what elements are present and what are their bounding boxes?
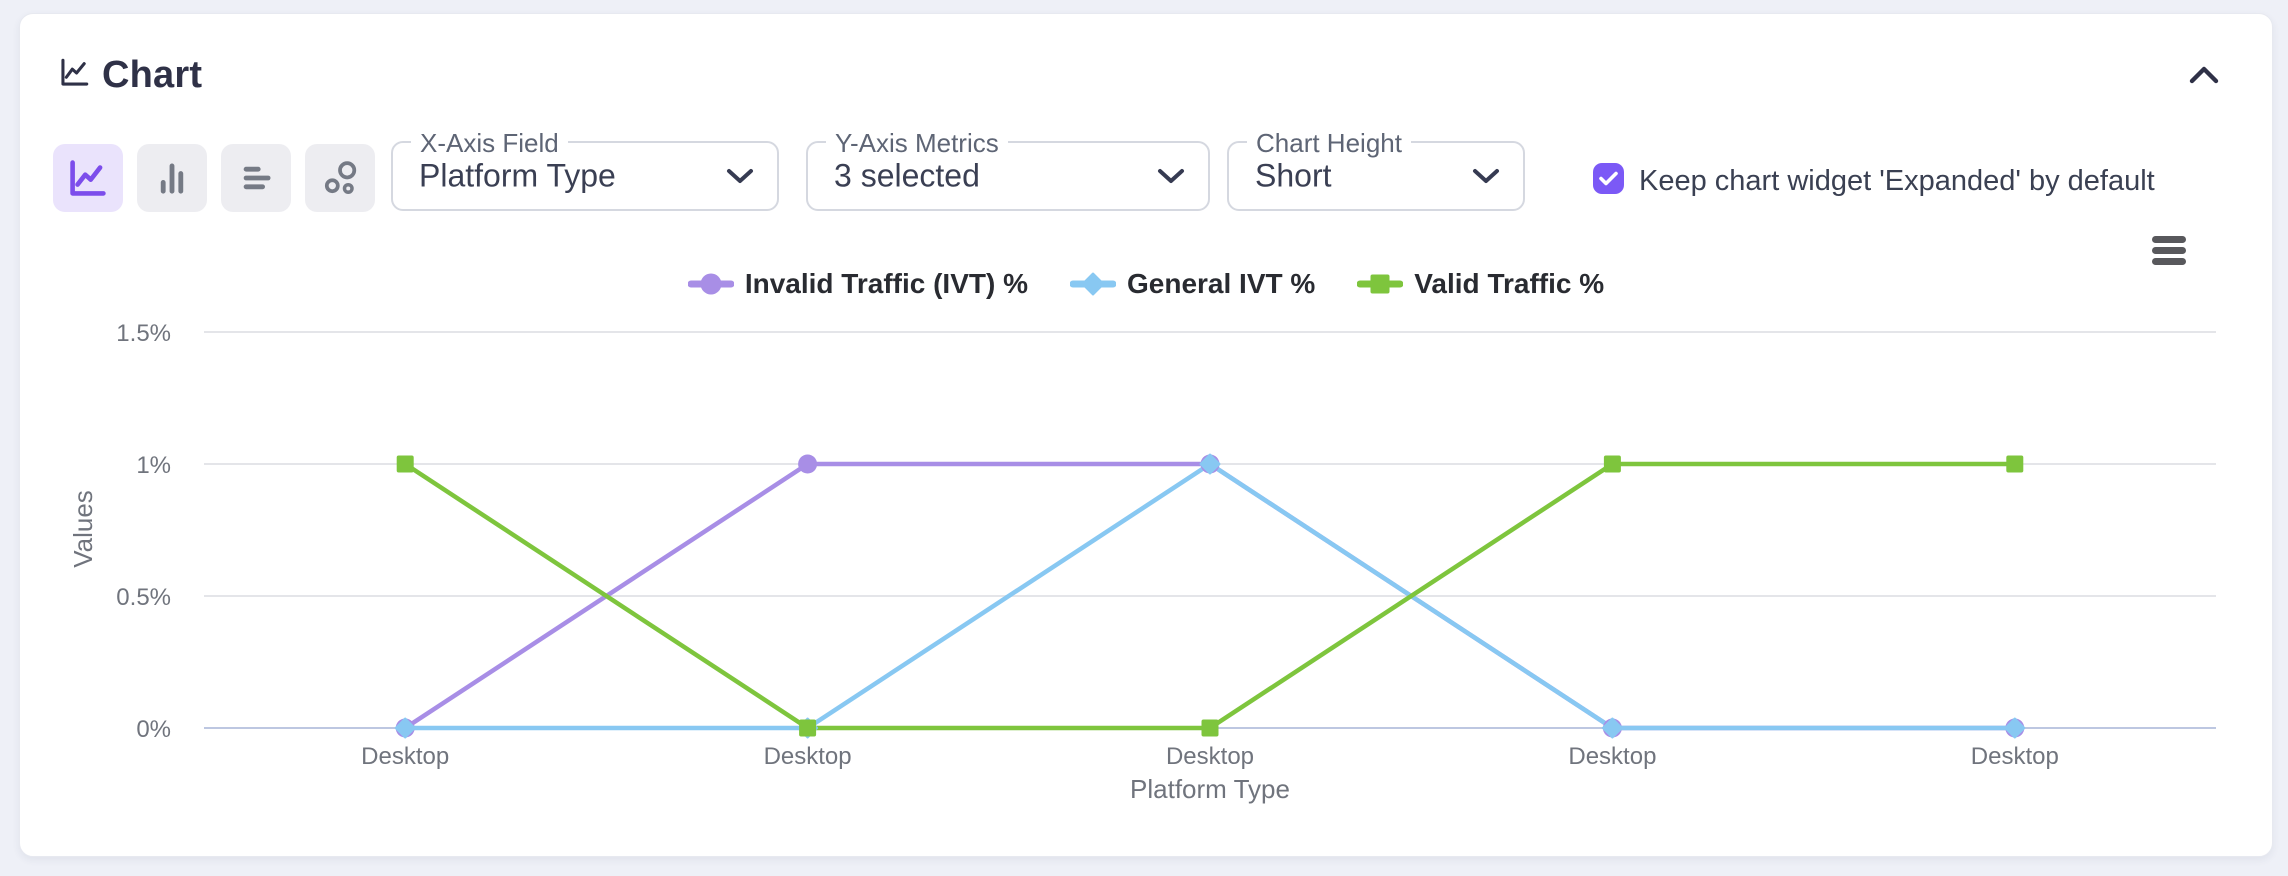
line-chart-type-button[interactable] [53,144,123,212]
legend-item-label: Valid Traffic % [1414,268,1605,299]
y-axis-metrics-value: 3 selected [834,157,980,194]
scatter-chart-type-button[interactable] [305,144,375,212]
collapse-widget-button[interactable] [2178,52,2230,98]
bar-chart-type-button[interactable] [137,144,207,212]
y-axis-title: Values [68,490,98,568]
legend-marker-icon [1357,274,1404,294]
chart-menu-button[interactable] [2146,230,2192,270]
x-axis-field-select[interactable]: X-Axis Field Platform Type [391,128,779,211]
chart-height-select[interactable]: Chart Height Short [1227,128,1525,211]
legend-item-label: Invalid Traffic (IVT) % [744,268,1028,299]
x-axis-title: Platform Type [1130,774,1290,804]
chart-height-label: Chart Height [1247,128,1411,159]
page-title: Chart [102,54,203,96]
legend-item[interactable]: Valid Traffic % [1357,268,1604,300]
hamburger-menu-icon [2152,235,2186,243]
data-point-marker [394,717,416,739]
data-point-marker [1201,719,1219,737]
y-tick-label: 1% [136,452,171,479]
x-tick-label: Desktop [1971,743,2059,770]
keep-expanded-checkbox[interactable] [1593,163,1624,194]
y-axis-metrics-select[interactable]: Y-Axis Metrics 3 selected [806,128,1210,211]
data-point-marker [2004,717,2026,739]
legend-marker-icon [1070,272,1116,296]
bar-chart-icon [160,163,184,194]
y-tick-label: 0.5% [116,584,171,611]
x-tick-label: Desktop [764,743,852,770]
check-icon [1599,171,1618,186]
line-chart-icon [70,160,106,196]
legend-item[interactable]: General IVT % [1070,268,1315,300]
y-tick-label: 1.5% [116,320,171,347]
data-point-marker [799,719,817,737]
legend-item-label: General IVT % [1127,268,1316,299]
data-point-marker [1199,453,1221,475]
chevron-down-icon [1473,169,1499,183]
data-point-marker [1601,717,1623,739]
horizontal-bar-chart-type-button[interactable] [221,144,291,212]
chart-widget-card: Chart X-Axis Field [19,13,2273,857]
chart-height-value: Short [1255,157,1332,194]
horizontal-bar-chart-icon [243,166,271,190]
chevron-up-icon [2189,66,2219,84]
scatter-chart-icon [324,161,357,194]
y-tick-label: 0% [136,716,171,743]
x-tick-label: Desktop [361,743,449,770]
data-point-marker [700,273,722,295]
y-axis-metrics-label: Y-Axis Metrics [826,128,1008,159]
x-tick-label: Desktop [1568,743,1656,770]
data-point-marker [1603,455,1621,473]
line-chart-icon [61,58,89,86]
legend-item[interactable]: Invalid Traffic (IVT) % [687,268,1028,300]
data-point-marker [2006,455,2024,473]
data-point-marker [396,455,414,473]
legend-marker-icon [687,273,734,295]
chevron-down-icon [1158,169,1184,183]
data-point-marker [1081,272,1105,296]
data-point-marker [1370,274,1390,294]
x-axis-field-label: X-Axis Field [411,128,568,159]
x-tick-label: Desktop [1166,743,1254,770]
chevron-down-icon [727,169,753,183]
x-axis-field-value: Platform Type [419,157,616,194]
keep-expanded-checkbox-label[interactable]: Keep chart widget 'Expanded' by default [1639,165,2155,197]
data-point-marker [798,454,818,474]
chart-canvas: 0% 0.5% 1% 1.5% Values Desktop Desktop Desktop D… [61,301,2251,826]
chart-legend: Invalid Traffic (IVT) % General IVT % Vali… [20,267,2272,301]
